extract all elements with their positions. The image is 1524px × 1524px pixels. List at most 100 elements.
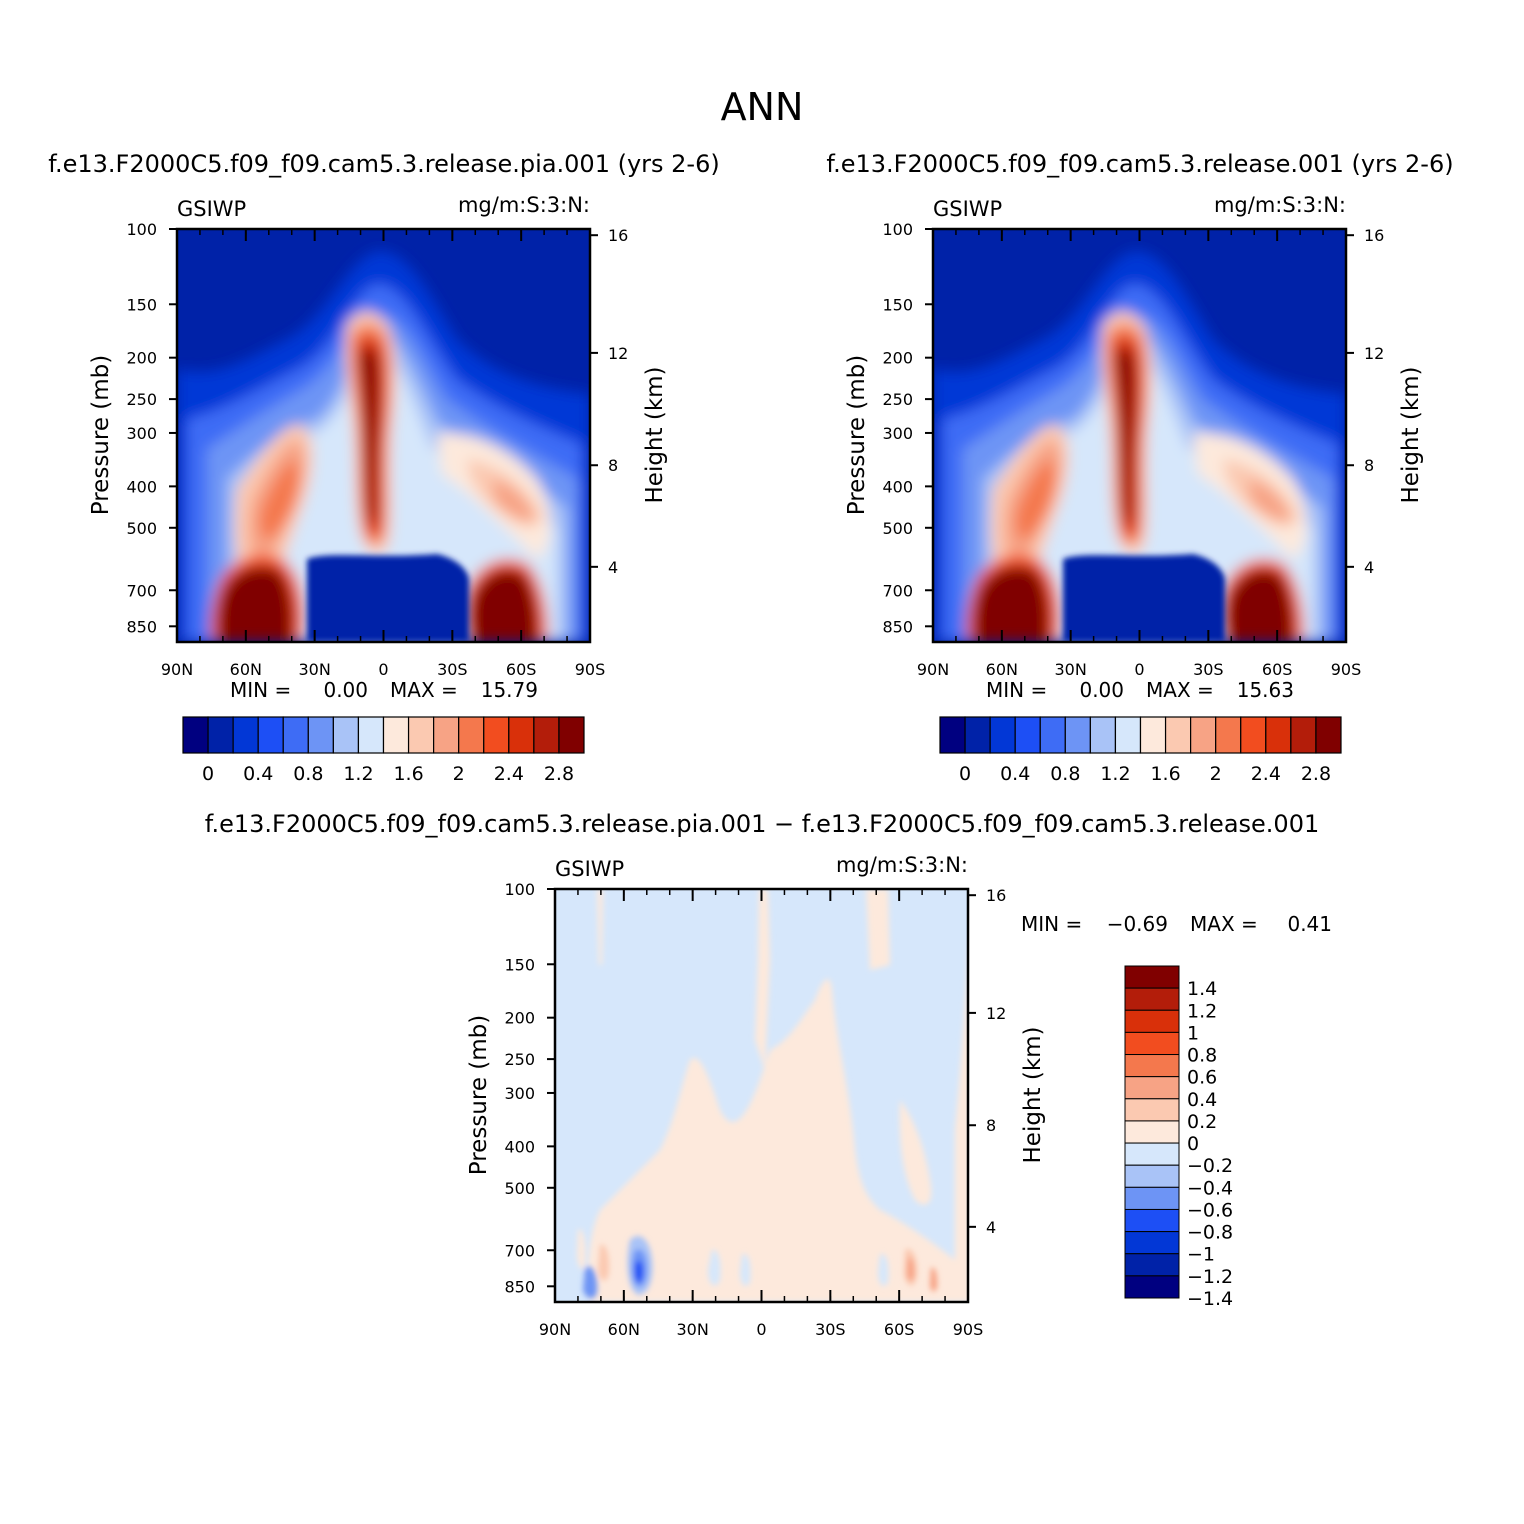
colorbar-label: 0.8 — [1050, 763, 1080, 785]
axis-ticks: 90N 60N 30N 0 30S 60S 90S 100 150 200 250 300 400 500… — [126, 220, 628, 679]
panel-title: f.e13.F2000C5.f09_f09.cam5.3.release.pia… — [205, 810, 1320, 838]
colorbar-swatch — [433, 716, 460, 754]
colorbar: 0 0.4 0.8 1.2 1.6 2 2.4 2.8 — [939, 716, 1342, 785]
y2-tick-label: 12 — [1364, 344, 1384, 363]
colorbar-label: 1.6 — [1150, 763, 1180, 785]
colorbar-swatch — [257, 716, 284, 754]
colorbar-swatch — [332, 716, 360, 754]
y2-axis-label: Height (km) — [1020, 1026, 1046, 1163]
colorbar-swatch — [1124, 1009, 1180, 1033]
x-tick-label: 60N — [608, 1320, 640, 1339]
colorbar-swatch — [1124, 1275, 1180, 1299]
colorbar-swatch — [382, 716, 410, 754]
panel-pia: f.e13.F2000C5.f09_f09.cam5.3.release.pia… — [48, 150, 719, 785]
colorbar-swatch — [1215, 716, 1242, 754]
colorbar-swatch — [1265, 716, 1292, 754]
colorbar-swatch — [1124, 1098, 1180, 1122]
colorbar-label: 1 — [1187, 1022, 1199, 1044]
colorbar-label: 2 — [453, 763, 465, 785]
contour-field — [555, 889, 968, 1302]
colorbar-label: −0.2 — [1187, 1155, 1233, 1177]
x-tick-label: 60S — [506, 660, 537, 679]
colorbar-swatch — [458, 716, 485, 754]
x-tick-label: 60S — [1262, 660, 1293, 679]
x-tick-label: 90S — [1331, 660, 1362, 679]
colorbar-label: 0.8 — [1187, 1045, 1217, 1067]
y2-tick-label: 8 — [1364, 456, 1374, 475]
y-tick-label: 700 — [126, 581, 157, 600]
colorbar-swatch — [182, 716, 209, 754]
contour-field — [933, 229, 1346, 642]
panel-title: f.e13.F2000C5.f09_f09.cam5.3.release.pia… — [48, 150, 719, 178]
y-tick-label: 100 — [882, 220, 913, 239]
colorbar: 1.41.210.80.60.40.20−0.2−0.4−0.6−0.8−1−1… — [1124, 965, 1233, 1310]
colorbar-label: 0 — [1187, 1133, 1199, 1155]
colorbar-label: 2 — [1210, 763, 1222, 785]
min-label: MIN = — [986, 678, 1047, 702]
y-axis-label: Pressure (mb) — [466, 1015, 492, 1175]
colorbar-swatch — [558, 716, 585, 754]
units-label: mg/m:S:3:N: — [458, 193, 590, 217]
y-tick-label: 700 — [882, 581, 913, 600]
y2-tick-label: 4 — [608, 558, 618, 577]
colorbar-label: 0.4 — [243, 763, 273, 785]
colorbar: 0 0.4 0.8 1.2 1.6 2 2.4 2.8 — [182, 716, 585, 785]
colorbar-label: 0.2 — [1187, 1111, 1217, 1133]
colorbar-swatch — [1139, 716, 1167, 754]
colorbar-label: 2.8 — [1301, 763, 1331, 785]
units-label: mg/m:S:3:N: — [1214, 193, 1346, 217]
x-tick-label: 90S — [575, 660, 606, 679]
colorbar-swatch — [1190, 716, 1217, 754]
y-tick-label: 150 — [126, 295, 157, 314]
colorbar-label: −1.2 — [1187, 1266, 1233, 1288]
y2-tick-label: 4 — [986, 1218, 996, 1237]
colorbar-swatch — [1240, 716, 1267, 754]
min-value: 0.00 — [323, 678, 368, 702]
variable-label: GSIWP — [177, 197, 246, 221]
colorbar-label: 2.4 — [1251, 763, 1281, 785]
colorbar-swatch — [232, 716, 259, 754]
colorbar-swatch — [407, 716, 435, 754]
colorbar-label: 1.2 — [1187, 1000, 1217, 1022]
x-tick-label: 90N — [161, 660, 193, 679]
y-tick-label: 250 — [882, 390, 913, 409]
colorbar-label: 1.4 — [1187, 978, 1217, 1000]
y2-tick-label: 16 — [1364, 226, 1384, 245]
y-tick-label: 150 — [504, 955, 535, 974]
y-tick-label: 100 — [126, 220, 157, 239]
max-value: 15.79 — [481, 678, 538, 702]
x-tick-label: 30S — [815, 1320, 846, 1339]
panel-control: f.e13.F2000C5.f09_f09.cam5.3.release.001… — [826, 150, 1453, 785]
colorbar-swatch — [1114, 716, 1142, 754]
y2-tick-label: 8 — [986, 1116, 996, 1135]
axis-ticks: 90N 60N 30N 0 30S 60S 90S 100 150 200 250 300 400 500… — [882, 220, 1384, 679]
y-tick-label: 300 — [126, 424, 157, 443]
colorbar-swatch — [483, 716, 510, 754]
colorbar-swatch — [1164, 716, 1192, 754]
y-tick-label: 850 — [126, 617, 157, 636]
colorbar-swatch — [1124, 1164, 1180, 1188]
x-tick-label: 30N — [1055, 660, 1087, 679]
x-tick-label: 90S — [953, 1320, 984, 1339]
colorbar-swatch — [1290, 716, 1317, 754]
panel-diff: f.e13.F2000C5.f09_f09.cam5.3.release.pia… — [205, 810, 1332, 1339]
y-tick-label: 500 — [882, 519, 913, 538]
y-tick-label: 400 — [126, 477, 157, 496]
colorbar-swatch — [307, 716, 334, 754]
colorbar-label: 1.2 — [343, 763, 373, 785]
min-value: 0.00 — [1079, 678, 1124, 702]
min-max: MIN = −0.69 MAX = 0.41 — [1021, 912, 1332, 936]
variable-label: GSIWP — [933, 197, 1002, 221]
colorbar-label: 0.6 — [1187, 1067, 1217, 1089]
colorbar-label: −1 — [1187, 1244, 1215, 1266]
colorbar-swatch — [1315, 716, 1342, 754]
colorbar-label: 0 — [959, 763, 971, 785]
x-tick-label: 30S — [437, 660, 468, 679]
y2-tick-label: 4 — [1364, 558, 1374, 577]
x-tick-label: 90N — [539, 1320, 571, 1339]
y2-tick-label: 8 — [608, 456, 618, 475]
variable-label: GSIWP — [555, 857, 624, 881]
y-tick-label: 400 — [504, 1137, 535, 1156]
x-tick-label: 0 — [756, 1320, 766, 1339]
contour-field — [177, 229, 590, 642]
